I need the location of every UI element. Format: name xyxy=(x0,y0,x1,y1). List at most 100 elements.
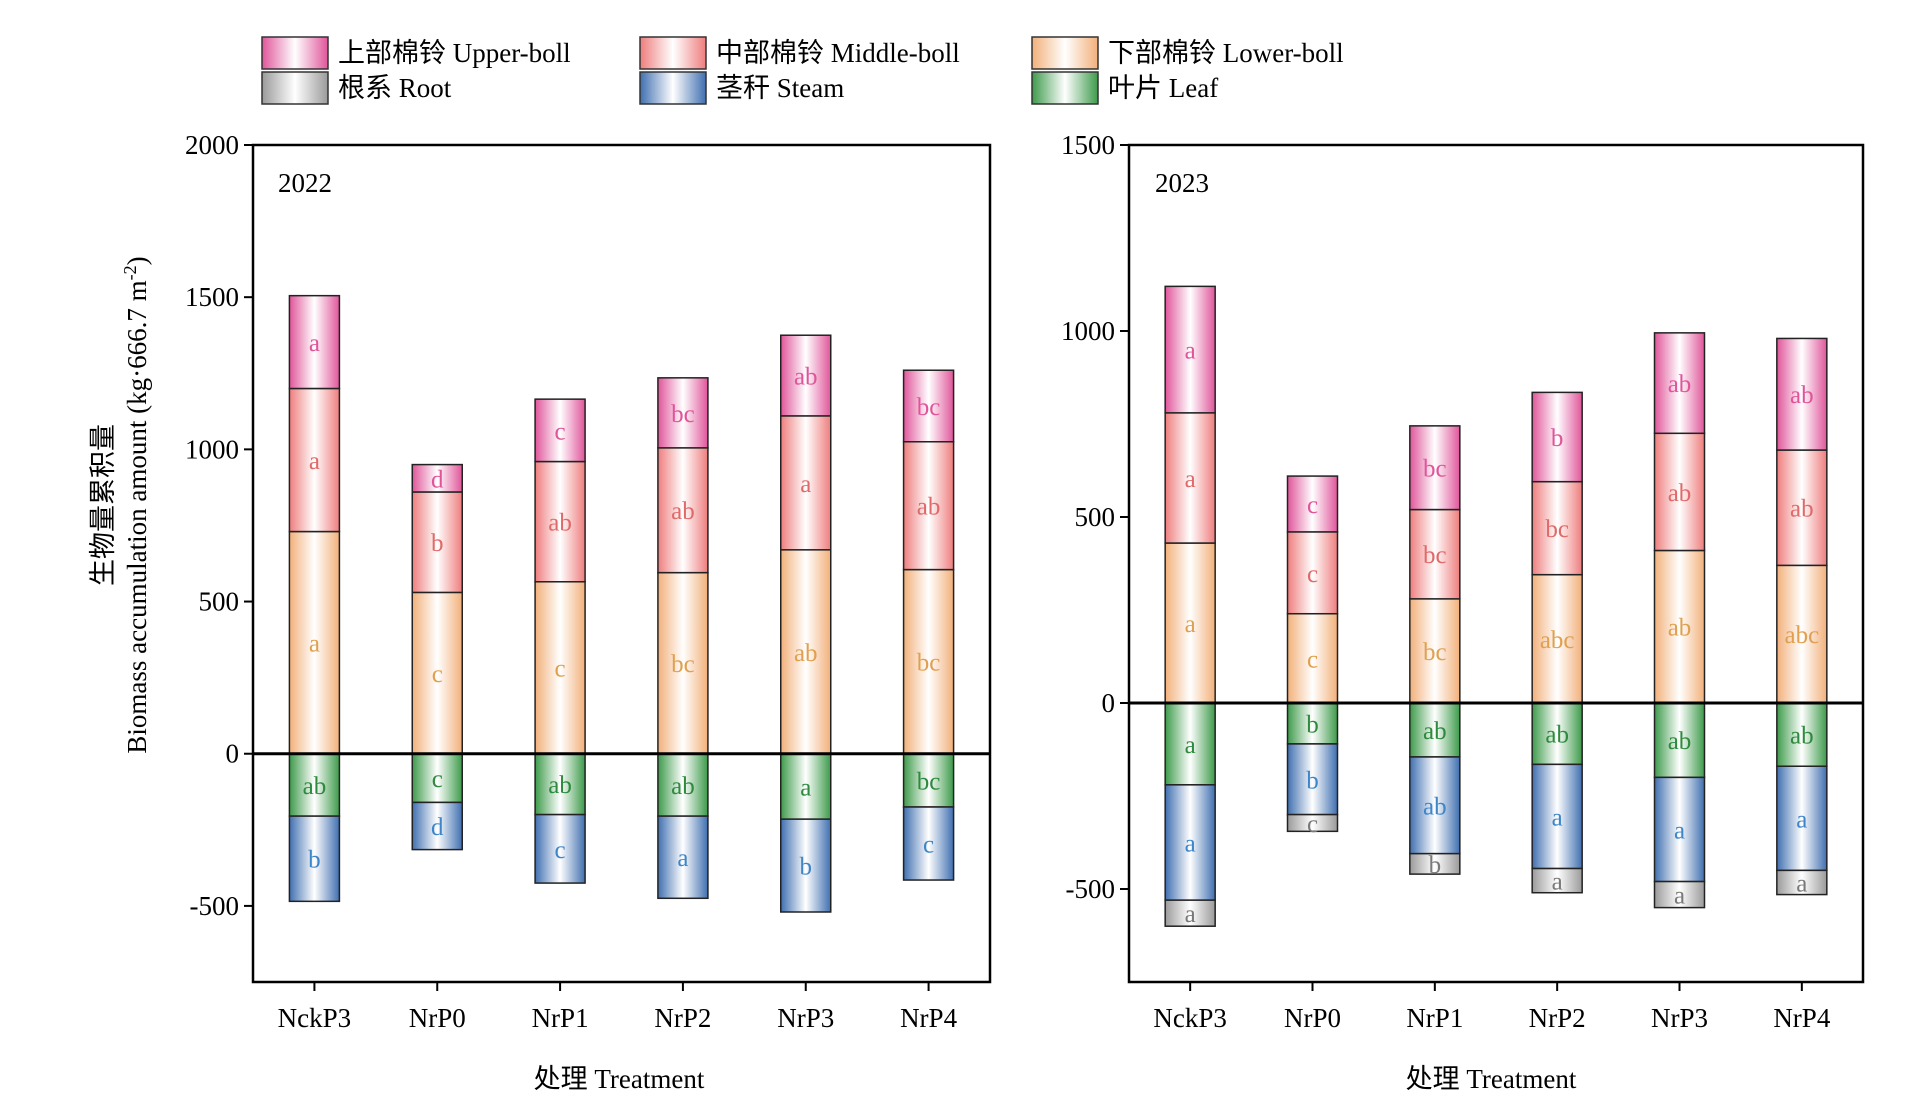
y-axis-title-en-main: Biomass accumulation amount (kg·666.7 m xyxy=(122,280,152,753)
significance-letter-leaf: ab xyxy=(303,773,327,800)
significance-letter-middle: a xyxy=(800,471,811,498)
y-tick-label: -500 xyxy=(1066,874,1116,904)
panel-label: 2022 xyxy=(278,168,332,198)
bar-segment-stem xyxy=(1531,763,1583,870)
significance-letter-lower: c xyxy=(555,656,566,683)
significance-letter-upper: c xyxy=(555,418,566,445)
x-tick-label: NckP3 xyxy=(1153,1003,1227,1033)
legend-swatch-middle xyxy=(639,36,707,70)
bar-segment-upper xyxy=(534,398,586,463)
bar-segment-upper xyxy=(780,334,832,417)
y-tick-label: 1500 xyxy=(185,282,239,312)
significance-letter-leaf: bc xyxy=(917,768,941,795)
x-tick-label: NrP1 xyxy=(532,1003,589,1033)
x-tick-label: NrP1 xyxy=(1406,1003,1463,1033)
bar-segment-lower xyxy=(1409,598,1461,704)
significance-letter-upper: ab xyxy=(794,364,818,391)
bar-segment-middle xyxy=(288,387,341,533)
bar-segment-lower xyxy=(657,571,709,755)
legend-label-root: 根系 Root xyxy=(338,73,452,103)
bar-segment-leaf xyxy=(1776,702,1828,767)
bar-segment-middle xyxy=(1776,449,1828,567)
panel-2023: -5000500100015002023NckP3aaaaaaNrP0cccbb… xyxy=(1061,130,1865,1033)
significance-letter-stem: b xyxy=(308,847,321,874)
significance-letter-stem: a xyxy=(1552,804,1563,831)
legend-swatch-upper xyxy=(261,36,329,70)
significance-letter-lower: bc xyxy=(917,650,941,677)
bar-segment-upper xyxy=(1776,337,1828,451)
bar-segment-upper xyxy=(1164,285,1216,414)
bar-segment-stem xyxy=(657,815,709,900)
bar-segment-leaf xyxy=(534,752,586,816)
x-tick-label: NrP3 xyxy=(777,1003,834,1033)
bar-segment-stem xyxy=(1164,784,1216,901)
legend-label-leaf: 叶片 Leaf xyxy=(1108,73,1218,103)
bar-segment-lower xyxy=(1653,549,1706,704)
significance-letter-lower: c xyxy=(1307,646,1318,673)
significance-letter-leaf: a xyxy=(800,774,811,801)
bar-segment-middle xyxy=(657,447,709,574)
bar-segment-lower xyxy=(1531,573,1583,704)
x-tick-label: NrP4 xyxy=(900,1003,958,1033)
significance-letter-stem: b xyxy=(800,854,813,881)
significance-letter-root: a xyxy=(1185,901,1196,928)
significance-letter-stem: a xyxy=(1185,831,1196,858)
significance-letter-leaf: c xyxy=(432,766,443,793)
bar-segment-stem xyxy=(1653,776,1706,883)
significance-letter-leaf: ab xyxy=(671,773,695,800)
plot-frame xyxy=(251,143,992,984)
y-tick-label: 0 xyxy=(226,739,240,769)
significance-letter-upper: a xyxy=(1185,338,1196,365)
bar-segment-root xyxy=(1286,813,1339,833)
y-tick-label: 500 xyxy=(1075,502,1116,532)
y-axis-title-cn: 生物量累积量 xyxy=(88,424,118,586)
y-axis-title-en-end: ) xyxy=(122,256,152,265)
bar-segment-leaf xyxy=(1409,702,1461,758)
panel-label: 2023 xyxy=(1155,168,1209,198)
bar-segment-stem xyxy=(288,815,341,903)
significance-letter-lower: abc xyxy=(1540,627,1575,654)
significance-letter-leaf: a xyxy=(1185,732,1196,759)
significance-letter-middle: bc xyxy=(1423,542,1447,569)
y-tick-label: 1000 xyxy=(185,434,239,464)
significance-letter-upper: ab xyxy=(1668,371,1692,398)
significance-letter-stem: b xyxy=(1306,767,1319,794)
significance-letter-lower: c xyxy=(432,661,443,688)
y-tick-label: 500 xyxy=(199,587,240,617)
y-axis-title-en-sup: -2 xyxy=(120,265,140,280)
panel-2022: -50005001000150020002022NckP3aaaabbNrP0c… xyxy=(185,130,992,1033)
significance-letter-lower: bc xyxy=(671,651,695,678)
significance-letter-upper: a xyxy=(309,330,320,357)
y-tick-label: 2000 xyxy=(185,130,239,160)
bar-segment-root xyxy=(1776,869,1828,896)
bar-segment-upper xyxy=(902,369,955,443)
significance-letter-lower: ab xyxy=(1668,615,1692,642)
bar-segment-stem xyxy=(1776,765,1828,872)
legend-swatch-root xyxy=(261,71,329,105)
bar-segment-root xyxy=(1653,880,1706,909)
significance-letter-middle: ab xyxy=(917,494,941,521)
significance-letter-stem: a xyxy=(677,845,688,872)
significance-letter-upper: bc xyxy=(671,401,695,428)
legend-label-upper: 上部棉铃 Upper-boll xyxy=(338,38,571,68)
plot-frame xyxy=(1127,143,1865,984)
bar-segment-stem xyxy=(1409,756,1461,855)
significance-letter-lower: a xyxy=(309,631,320,658)
significance-letter-middle: c xyxy=(1307,561,1318,588)
y-tick-label: 0 xyxy=(1102,688,1116,718)
x-tick-label: NrP2 xyxy=(1529,1003,1586,1033)
legend-swatch-lower xyxy=(1031,36,1099,70)
bar-segment-stem xyxy=(780,818,832,913)
bar-segment-stem xyxy=(534,813,586,884)
bar-segment-root xyxy=(1164,899,1216,927)
significance-letter-upper: bc xyxy=(917,394,941,421)
significance-letter-leaf: ab xyxy=(1545,722,1569,749)
significance-letter-stem: c xyxy=(555,837,566,864)
x-tick-label: NckP3 xyxy=(278,1003,352,1033)
legend-label-lower: 下部棉铃 Lower-boll xyxy=(1108,38,1344,68)
legend: 上部棉铃 Upper-boll 中部棉铃 Middle-boll 下部棉铃 Lowe… xyxy=(261,36,1344,105)
significance-letter-root: b xyxy=(1429,852,1442,879)
significance-letter-leaf: ab xyxy=(548,772,572,799)
bar-segment-middle xyxy=(780,415,832,551)
significance-letter-leaf: ab xyxy=(1790,723,1814,750)
